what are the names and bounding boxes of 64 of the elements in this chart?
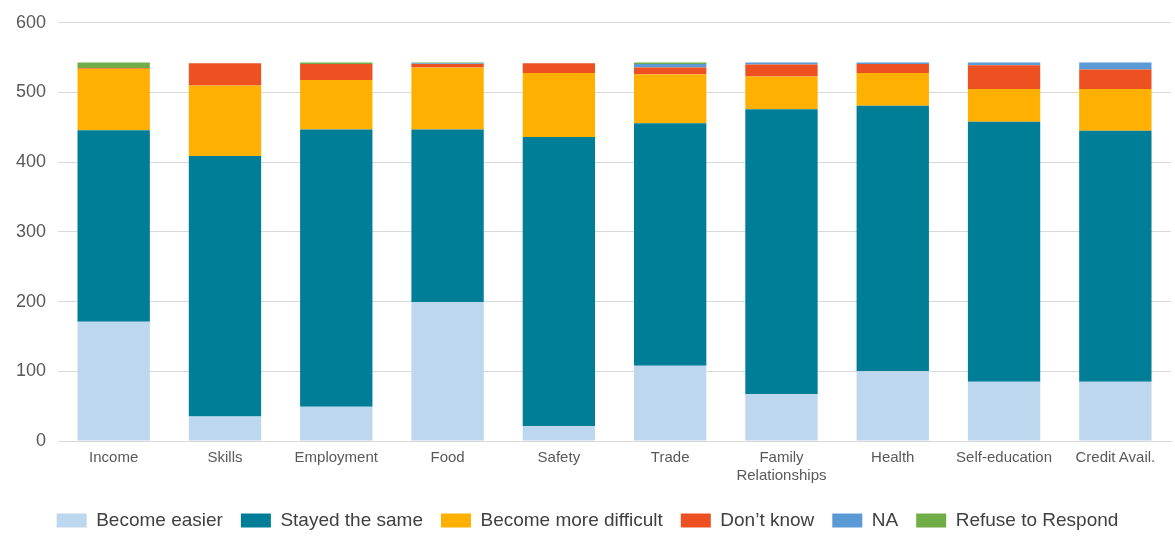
bar	[77, 130, 150, 322]
bar	[188, 155, 262, 417]
y-tick-label: 0	[36, 429, 47, 450]
bar	[633, 365, 707, 441]
bar	[856, 72, 929, 106]
x-tick-label: Family Relationships	[736, 448, 827, 484]
bar	[300, 63, 373, 80]
bar	[411, 63, 484, 68]
bar	[411, 67, 484, 130]
bar	[522, 72, 596, 138]
y-tick-label: 500	[15, 81, 47, 102]
bar	[300, 79, 373, 130]
bar	[745, 62, 818, 65]
legend-label: NA	[871, 508, 899, 530]
legend-label: Don’t know	[720, 508, 815, 530]
x-tick-label: Skills	[207, 448, 243, 466]
bar	[300, 129, 373, 407]
bar	[1079, 130, 1152, 382]
bar	[967, 381, 1041, 441]
x-tick-label: Trade	[650, 448, 690, 466]
bar	[411, 129, 484, 303]
bar	[1079, 381, 1152, 441]
x-tick-label: Income	[89, 448, 139, 466]
bar	[188, 85, 262, 156]
bar	[522, 63, 596, 73]
x-tick-label: Health	[871, 448, 915, 466]
bar	[522, 137, 596, 427]
legend-label: Refuse to Respond	[955, 508, 1119, 530]
bar	[300, 406, 373, 441]
x-tick-label: Safety	[537, 448, 581, 466]
bar	[633, 74, 707, 124]
y-tick-label: 100	[15, 360, 47, 381]
legend-label: Become more difficult	[480, 508, 664, 530]
legend-label: Stayed the same	[280, 508, 423, 530]
bar	[967, 65, 1041, 90]
bar	[633, 67, 707, 75]
bar	[77, 62, 150, 69]
bar	[856, 63, 929, 73]
bar	[522, 426, 596, 441]
bar	[411, 302, 484, 441]
bar	[188, 63, 262, 86]
bar	[856, 105, 929, 372]
y-tick-label: 300	[15, 220, 47, 241]
x-tick-label: Food	[430, 448, 465, 466]
bar	[633, 123, 707, 366]
bar	[856, 371, 929, 441]
bar	[745, 109, 818, 395]
bar	[188, 416, 262, 441]
bar	[967, 121, 1041, 382]
bar	[1079, 69, 1152, 90]
bar	[745, 64, 818, 77]
legend-label: Become easier	[96, 508, 224, 530]
bar	[77, 321, 150, 441]
bar	[1079, 89, 1152, 131]
y-tick-label: 200	[15, 290, 47, 311]
y-tick-label: 600	[15, 11, 47, 32]
x-tick-label: Employment	[294, 448, 379, 466]
x-tick-label: Credit Avail.	[1075, 448, 1156, 466]
bar	[77, 68, 150, 131]
bar	[967, 89, 1041, 122]
y-tick-label: 400	[15, 151, 47, 172]
x-tick-label: Self-education	[956, 448, 1053, 466]
bar	[745, 394, 818, 441]
bar	[745, 76, 818, 110]
